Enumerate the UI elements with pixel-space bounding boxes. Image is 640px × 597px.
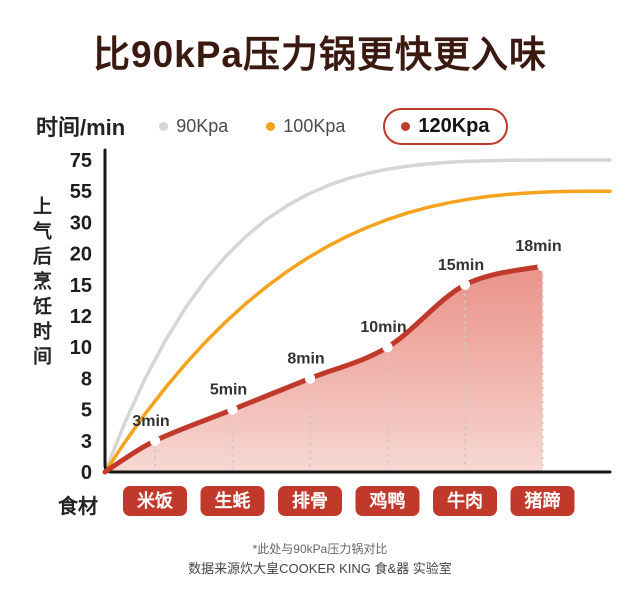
data-point: [459, 279, 471, 290]
point-label: 10min: [360, 319, 406, 336]
category-badge: [433, 486, 497, 516]
y-tick-label: 12: [70, 306, 92, 328]
page-title: 比90kPa压力锅更快更入味: [93, 34, 547, 75]
y-tick-label: 3: [81, 431, 92, 453]
legend-label-120kpa: 120Kpa: [418, 114, 490, 137]
legend: 时间/min 90Kpa 100Kpa 120Kpa: [36, 104, 508, 148]
point-label: 15min: [438, 257, 484, 274]
y-tick-label: 15: [70, 275, 92, 297]
data-point: [304, 373, 316, 384]
y-tick-label: 55: [70, 181, 92, 203]
y-tick-label: 75: [70, 150, 92, 172]
y-axis-unit-label: 时间/min: [36, 115, 126, 140]
y-tick-label: 0: [81, 462, 92, 484]
legend-dot-90kpa-icon: [159, 121, 169, 131]
category-label: 生蚝: [215, 490, 251, 511]
point-label: 5min: [210, 382, 247, 399]
y-tick-label: 5: [81, 400, 92, 422]
y-tick-label: 30: [70, 212, 92, 234]
category-label: 牛肉: [447, 490, 483, 511]
data-point: [537, 260, 548, 272]
y-axis-title: 上气后烹饪时间: [30, 196, 51, 371]
legend-label-90kpa: 90Kpa: [176, 115, 229, 136]
data-point: [227, 404, 238, 415]
series-90kpa-curve: [103, 158, 612, 474]
footnote-comparison: *此处与90kPa压力锅对比: [252, 542, 388, 556]
category-label: 米饭: [137, 490, 173, 511]
legend-item-100kpa: 100Kpa: [266, 116, 345, 137]
data-point: [149, 435, 161, 446]
category-badge: [123, 486, 187, 516]
series-100kpa-curve: [103, 189, 612, 474]
category-label: 排骨: [292, 490, 328, 511]
category-badge: [278, 486, 342, 516]
series-120kpa-area: [105, 266, 543, 472]
y-tick-label: 20: [70, 244, 92, 266]
pressure-comparison-chart: 3min 5min 8min 10min 15min 18min 0 3 5 8 10 12 15 20 3…: [70, 148, 612, 516]
legend-label-100kpa: 100Kpa: [283, 115, 346, 136]
footnote-data-source: 数据来源炊大皇COOKER KING 食&器 实验室: [188, 561, 452, 576]
y-tick-label: 10: [70, 337, 92, 359]
point-label: 3min: [132, 413, 169, 430]
category-badge: [355, 486, 420, 516]
category-badge: [510, 486, 575, 516]
category-label: 鸡鸭: [369, 490, 406, 511]
data-point: [382, 342, 393, 353]
category-label: 猪蹄: [524, 490, 561, 511]
y-tick-label: 8: [81, 368, 92, 390]
legend-item-120kpa: 120Kpa: [383, 107, 508, 145]
category-badge: [200, 486, 265, 516]
legend-dot-100kpa-icon: [266, 121, 276, 131]
x-axis-title: 食材: [58, 496, 98, 518]
legend-dot-120kpa-icon: [401, 121, 411, 131]
legend-item-90kpa: 90Kpa: [159, 116, 228, 137]
point-label: 8min: [287, 350, 324, 367]
point-label: 18min: [515, 238, 561, 255]
